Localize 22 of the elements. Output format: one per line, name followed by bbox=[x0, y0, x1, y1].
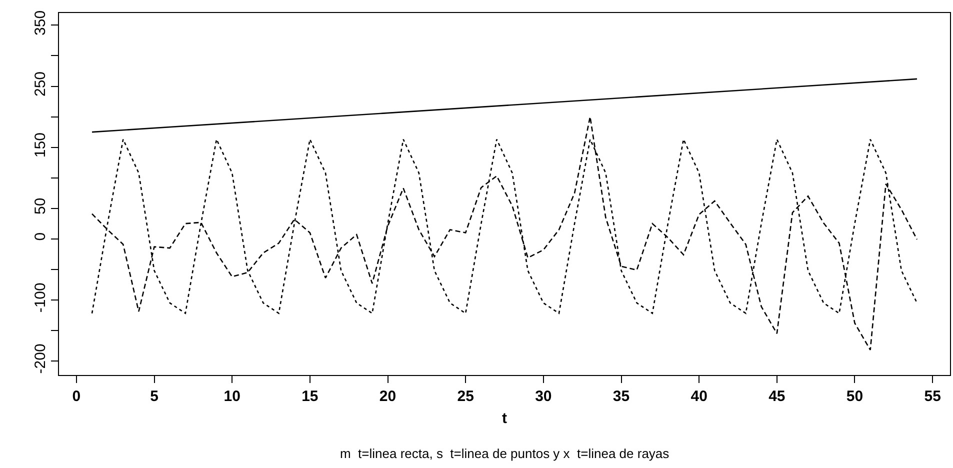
x-tick-label: 20 bbox=[379, 388, 396, 405]
x-tick-label: 30 bbox=[535, 388, 552, 405]
y-tick-label: 150 bbox=[32, 132, 49, 158]
y-tick-label: -200 bbox=[32, 344, 49, 374]
x-tick-label: 0 bbox=[72, 388, 81, 405]
x-tick-label: 55 bbox=[924, 388, 941, 405]
x-tick-label: 45 bbox=[768, 388, 786, 405]
x-axis-title: t bbox=[502, 410, 507, 427]
x-tick-label: 50 bbox=[846, 388, 864, 405]
y-tick-label: -100 bbox=[32, 282, 49, 313]
y-tick-label: 350 bbox=[32, 10, 49, 36]
y-tick-label: 0 bbox=[32, 232, 49, 241]
y-tick-label: 50 bbox=[32, 198, 49, 214]
text: m t=linea recta, s t=linea de puntos y x t=linea de rayas bbox=[340, 446, 670, 461]
x-tick-label: 25 bbox=[457, 388, 474, 405]
x-tick-label: 35 bbox=[612, 388, 630, 405]
line-series bbox=[91, 116, 918, 351]
x-tick-label: 40 bbox=[690, 388, 708, 405]
x-tick-label: 15 bbox=[302, 388, 318, 405]
x-tick-label: 5 bbox=[150, 388, 158, 405]
x-tick-label: 10 bbox=[224, 388, 240, 405]
y-tick-label: 250 bbox=[32, 71, 49, 97]
